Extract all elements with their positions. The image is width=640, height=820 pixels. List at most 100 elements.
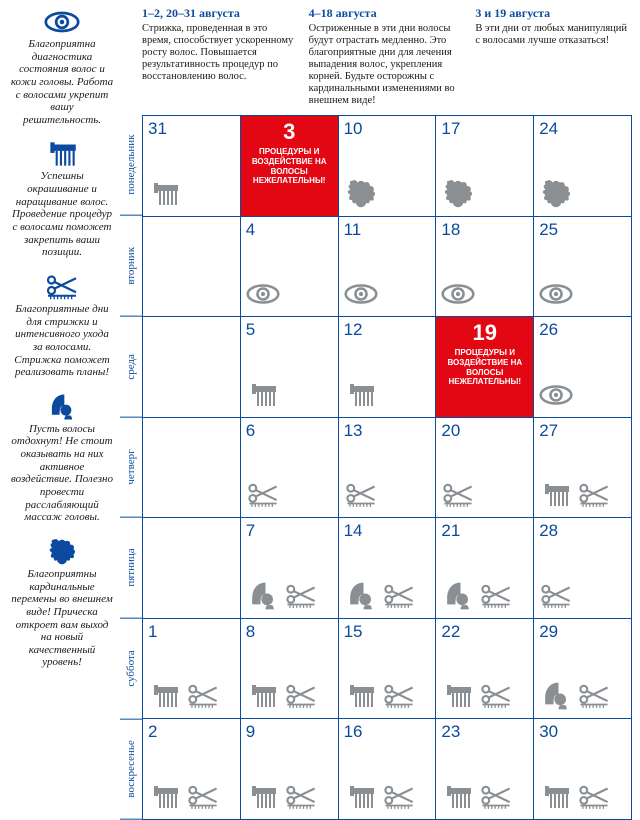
day-number: 11 [344,220,431,240]
day-number: 8 [246,622,333,642]
curlyhead-icon [441,179,475,209]
cell-icons [539,541,626,615]
day-number: 4 [246,220,333,240]
comb-icon [246,380,280,410]
calendar-cell: 4 [240,216,338,317]
day-number: 19 [441,320,528,346]
calendar-cell: 6 [240,417,338,518]
calendar-cell [142,517,240,618]
calendar-cell: 9 [240,718,338,819]
cell-icons [441,139,528,213]
period-body: Остриженные в эти дни волосы будут отрас… [309,23,466,107]
calendar: понедельниквторниксредачетвергпятницасуб… [120,115,632,820]
eye-icon [344,279,378,309]
warning-text: ПРОЦЕДУРЫ И ВОЗДЕЙСТВИЕ НА ВОЛОСЫ НЕЖЕЛА… [441,348,528,386]
calendar-cell: 30 [533,718,631,819]
cell-icons [539,340,626,414]
legend-sidebar: Благоприятна диагностика состояния волос… [0,0,120,820]
calendar-cell: 24 [533,115,631,216]
scissors-icon [284,581,318,611]
period-title: 4–18 августа [309,6,466,21]
scissors-icon [344,480,378,510]
day-number: 15 [344,622,431,642]
calendar-cell: 3ПРОЦЕДУРЫ И ВОЗДЕЙСТВИЕ НА ВОЛОСЫ НЕЖЕЛ… [240,115,338,216]
period-body: Стрижка, проведенная в это время, способ… [142,23,299,83]
calendar-cell: 21 [435,517,533,618]
day-number: 17 [441,119,528,139]
cell-icons [344,139,431,213]
calendar-cell: 22 [435,618,533,719]
cell-icons [246,340,333,414]
curlyhead-icon [43,538,81,566]
scissors-icon [382,581,416,611]
cell-icons [344,441,431,515]
calendar-cell: 20 [435,417,533,518]
day-number: 16 [344,722,431,742]
scissors-icon [382,782,416,812]
scissors-icon [284,681,318,711]
weekday-label: среда [120,317,142,418]
calendar-cell: 17 [435,115,533,216]
headcover-icon [441,581,475,611]
legend-text: Благоприятна диагностика состояния волос… [10,38,114,126]
comb-icon [246,782,280,812]
calendar-cell: 13 [338,417,436,518]
period-title: 1–2, 20–31 августа [142,6,299,21]
comb-icon [43,140,81,168]
weekday-label: четверг [120,417,142,518]
scissors-icon [577,681,611,711]
comb-icon [344,380,378,410]
comb-icon [344,681,378,711]
cell-icons [539,139,626,213]
legend-item: Благоприятна диагностика состояния волос… [10,8,114,126]
day-number: 31 [148,119,235,139]
scissors-icon [246,480,280,510]
cell-icons [539,441,626,515]
day-number: 6 [246,421,333,441]
cell-icons [246,541,333,615]
legend-item: Благоприятные дни для стрижки и интенсив… [10,273,114,379]
headcover-icon [43,393,81,421]
headcover-icon [539,681,573,711]
scissors-icon [577,480,611,510]
scissors-icon [479,782,513,812]
calendar-cell: 31 [142,115,240,216]
cell-icons [344,541,431,615]
comb-icon [539,480,573,510]
day-number: 30 [539,722,626,742]
cell-icons [441,240,528,314]
main-content: 1–2, 20–31 августа Стрижка, проведенная … [120,0,640,820]
legend-text: Благоприятны кардинальные перемены во вн… [10,568,114,669]
day-number: 20 [441,421,528,441]
weekday-label: вторник [120,216,142,317]
day-number: 26 [539,320,626,340]
warning-text: ПРОЦЕДУРЫ И ВОЗДЕЙСТВИЕ НА ВОЛОСЫ НЕЖЕЛА… [246,147,333,185]
scissors-icon [577,782,611,812]
eye-icon [246,279,280,309]
day-number: 22 [441,622,528,642]
curlyhead-icon [344,179,378,209]
comb-icon [441,782,475,812]
scissors-icon [284,782,318,812]
day-number: 27 [539,421,626,441]
scissors-icon [186,681,220,711]
scissors-icon [539,581,573,611]
calendar-cell: 5 [240,316,338,417]
calendar-cell: 19ПРОЦЕДУРЫ И ВОЗДЕЙСТВИЕ НА ВОЛОСЫ НЕЖЕ… [435,316,533,417]
day-number: 25 [539,220,626,240]
eye-icon [43,8,81,36]
comb-icon [148,681,182,711]
legend-item: Пусть волосы отдохнут! Не стоит оказыват… [10,393,114,524]
cell-icons [539,642,626,716]
day-number: 2 [148,722,235,742]
cell-icons [441,742,528,816]
eye-icon [539,279,573,309]
cell-icons [539,742,626,816]
day-number: 18 [441,220,528,240]
day-number: 29 [539,622,626,642]
comb-icon [148,782,182,812]
cell-icons [539,240,626,314]
day-number: 1 [148,622,235,642]
scissors-icon [186,782,220,812]
calendar-cell: 29 [533,618,631,719]
